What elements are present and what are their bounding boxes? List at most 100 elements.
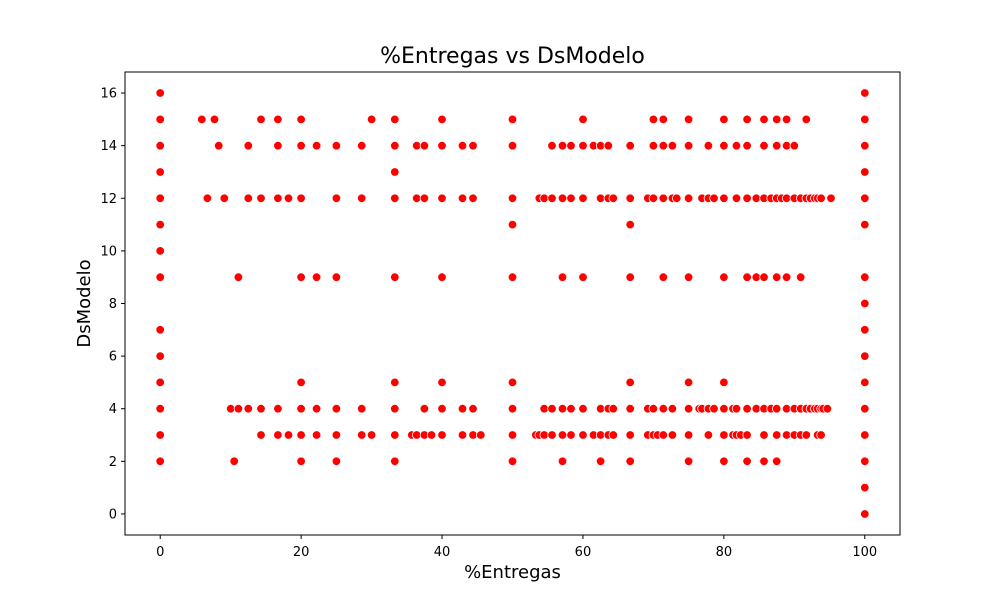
data-point xyxy=(672,193,682,204)
data-point xyxy=(603,140,614,151)
x-tick-label: 40 xyxy=(434,545,451,560)
x-tick-label: 60 xyxy=(575,545,592,560)
data-point xyxy=(155,193,165,204)
data-point xyxy=(557,272,568,282)
data-point xyxy=(419,404,430,414)
data-point xyxy=(437,430,447,440)
data-point xyxy=(608,193,619,204)
data-point xyxy=(759,140,769,151)
data-point xyxy=(155,88,165,98)
data-point xyxy=(155,456,165,467)
data-point xyxy=(719,193,729,204)
chart-title: %Entregas vs DsModelo xyxy=(380,44,645,69)
data-point xyxy=(860,430,870,440)
data-point xyxy=(719,456,729,467)
data-point xyxy=(683,377,694,388)
data-point xyxy=(557,456,568,467)
data-point xyxy=(731,404,742,414)
data-point xyxy=(860,193,870,204)
data-point xyxy=(331,456,342,467)
data-point xyxy=(233,404,244,414)
data-point xyxy=(296,377,306,388)
data-point xyxy=(667,140,678,151)
data-point xyxy=(357,430,367,440)
data-point xyxy=(390,430,400,440)
data-point xyxy=(437,272,447,282)
data-point xyxy=(719,377,729,388)
data-point xyxy=(860,325,870,335)
data-point xyxy=(256,193,266,204)
data-point xyxy=(801,430,812,440)
data-point xyxy=(759,272,769,282)
data-point xyxy=(683,114,694,125)
data-point xyxy=(357,140,367,151)
data-point xyxy=(557,404,568,414)
data-point xyxy=(296,140,306,151)
data-point xyxy=(625,377,635,388)
data-point xyxy=(826,193,836,204)
data-point xyxy=(243,193,254,204)
y-tick-label: 14 xyxy=(100,139,117,154)
data-point xyxy=(273,140,283,151)
data-point xyxy=(860,509,870,519)
data-point xyxy=(468,430,478,440)
data-point xyxy=(331,140,342,151)
data-point xyxy=(437,114,447,125)
data-point xyxy=(772,140,782,151)
data-point xyxy=(860,167,870,177)
data-point xyxy=(801,114,812,125)
data-point xyxy=(507,219,518,230)
data-point xyxy=(547,404,557,414)
data-point xyxy=(860,377,870,388)
y-tick-label: 8 xyxy=(109,297,117,312)
data-point xyxy=(759,456,769,467)
data-point xyxy=(390,193,400,204)
data-point xyxy=(742,272,752,282)
data-point xyxy=(683,140,694,151)
data-point xyxy=(296,404,306,414)
data-point xyxy=(273,404,283,414)
data-point xyxy=(437,377,447,388)
data-point xyxy=(703,430,714,440)
data-point xyxy=(742,140,752,151)
data-point xyxy=(860,88,870,98)
data-point xyxy=(457,430,468,440)
data-point xyxy=(155,404,165,414)
data-point xyxy=(296,430,306,440)
data-point xyxy=(155,140,165,151)
data-point xyxy=(296,272,306,282)
data-point xyxy=(155,351,165,361)
data-point xyxy=(703,140,714,151)
data-point xyxy=(155,325,165,335)
data-point xyxy=(507,377,518,388)
data-point xyxy=(781,114,792,125)
data-point xyxy=(566,430,576,440)
data-point xyxy=(658,404,669,414)
data-point xyxy=(219,193,230,204)
data-point xyxy=(202,193,213,204)
data-point xyxy=(683,193,694,204)
data-point xyxy=(719,140,729,151)
data-point xyxy=(860,298,870,309)
data-point xyxy=(625,140,635,151)
data-point xyxy=(243,404,254,414)
data-point xyxy=(772,404,782,414)
data-point xyxy=(357,193,367,204)
data-point xyxy=(507,193,518,204)
x-tick-label: 0 xyxy=(156,545,164,560)
data-point xyxy=(731,193,742,204)
data-point xyxy=(683,456,694,467)
data-point xyxy=(719,272,729,282)
data-point xyxy=(547,140,557,151)
data-point xyxy=(709,193,719,204)
data-point xyxy=(273,114,283,125)
data-point xyxy=(860,456,870,467)
data-point xyxy=(742,404,752,414)
data-point xyxy=(772,114,782,125)
data-point xyxy=(557,193,568,204)
data-point xyxy=(256,114,266,125)
data-point xyxy=(648,404,659,414)
data-point xyxy=(331,272,342,282)
data-point xyxy=(437,193,447,204)
